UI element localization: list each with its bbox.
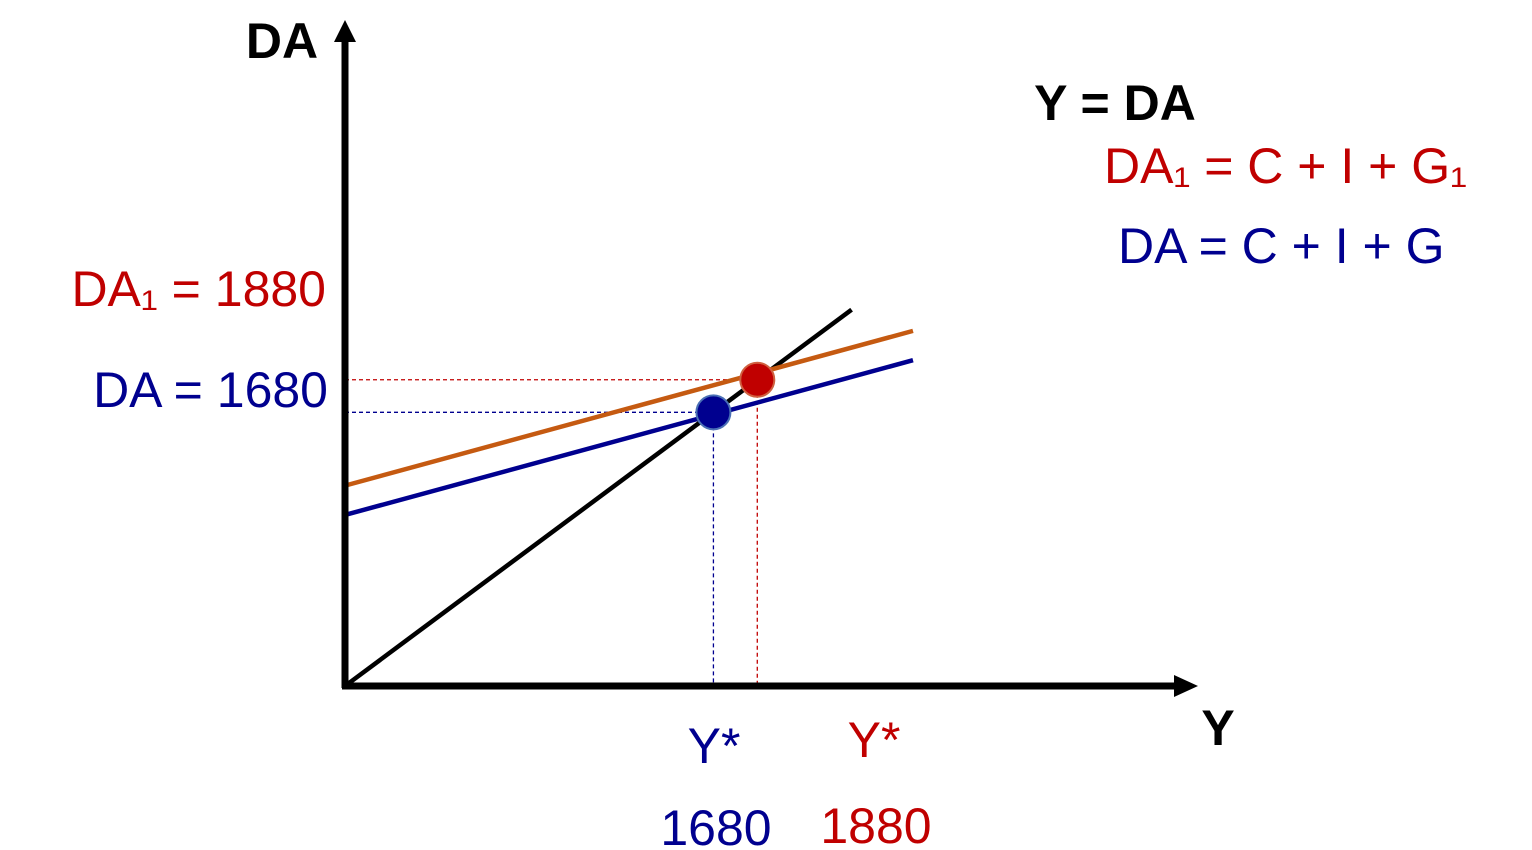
ystar-blue-label: Y* (688, 718, 741, 774)
equilibrium-point-red (739, 361, 776, 398)
series-label-da1: DA₁ = C + I + G₁ (1104, 138, 1467, 194)
x-axis-title: Y (1201, 700, 1234, 756)
y-red-value-label: 1880 (820, 798, 931, 850)
y-axis-title: DA (246, 13, 318, 69)
guide-lines (345, 379, 758, 686)
y-blue-value-label: 1680 (660, 800, 771, 850)
series-lines (343, 307, 914, 688)
equilibrium-points (695, 361, 776, 431)
series-label-y-equals-da: Y = DA (1034, 75, 1196, 131)
da-level-label: DA = 1680 (93, 362, 328, 418)
line-da (344, 358, 914, 518)
y-axis-arrow (334, 20, 356, 42)
equilibrium-point-blue (695, 394, 732, 431)
ystar-red-label: Y* (848, 712, 901, 768)
x-axis-arrow (1174, 675, 1198, 697)
da1-level-label: DA₁ = 1880 (71, 261, 326, 317)
series-label-da: DA = C + I + G (1118, 218, 1445, 274)
line-da1 (344, 328, 914, 488)
axes (334, 20, 1198, 697)
